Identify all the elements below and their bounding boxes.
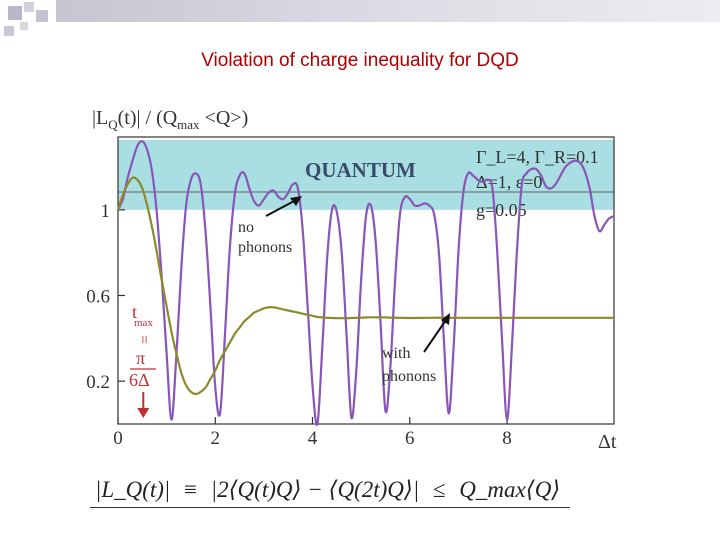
formula-lhs: |L_Q(t)| — [95, 477, 170, 502]
series-no-phonons-line — [116, 140, 615, 427]
annotation-with-phonons-line1: with — [382, 345, 410, 362]
x-tick-label: 6 — [405, 428, 415, 449]
x-tick-label: 0 — [113, 428, 123, 449]
formula: |L_Q(t)| ≡ |2⟨Q(t)Q⟩ − ⟨Q(2t)Q⟩| ≤ Q_max… — [95, 477, 560, 502]
formula-rhs: |2⟨Q(t)Q⟩ − ⟨Q(2t)Q⟩| — [211, 477, 419, 502]
param-coupling: g=0.05 — [476, 200, 527, 220]
y-tick-label: 0.2 — [86, 372, 110, 393]
tmax-label: t — [132, 302, 137, 322]
tmax-numerator: π — [136, 348, 145, 368]
series-with-phonons-line — [116, 176, 614, 396]
x-tick-label: 4 — [308, 428, 318, 449]
y-axis-label: |LQ(t)| / (Qmax <Q>) — [92, 107, 248, 132]
param-detuning: Δ=1, ε=0 — [476, 172, 542, 192]
formula-leq: ≤ — [433, 477, 446, 502]
quantum-region — [118, 140, 614, 210]
annotation-with-phonons-line2: phonons — [382, 368, 436, 385]
annotation-with-phonons-arrowhead — [441, 313, 450, 325]
y-tick-label: 1 — [101, 201, 111, 222]
x-tick-label: 2 — [211, 428, 221, 449]
param-rates: Γ_L=4, Γ_R=0.1 — [476, 147, 599, 167]
slide-title: Violation of charge inequality for DQD — [201, 50, 519, 71]
annotation-no-phonons-arrow — [265, 199, 297, 217]
formula-underline — [90, 507, 570, 508]
annotation-with-phonons-arrow — [423, 319, 447, 353]
tmax-denominator: 6Δ — [129, 370, 150, 390]
tmax-arrowhead — [137, 408, 150, 418]
quantum-label: QUANTUM — [305, 158, 416, 182]
annotation-no-phonons-line1: no — [238, 219, 254, 236]
formula-bound: Q_max⟨Q⟩ — [459, 477, 560, 502]
plot-frame — [117, 136, 615, 425]
annotation-no-phonons-line2: phonons — [238, 239, 292, 256]
annotation-no-phonons-arrowhead — [290, 196, 302, 206]
formula-equiv: ≡ — [184, 477, 197, 502]
x-tick-label: 8 — [502, 428, 512, 449]
tmax-equals: = — [135, 335, 152, 344]
tmax-subscript: max — [134, 317, 153, 329]
x-axis-label: Δt — [598, 431, 617, 453]
y-tick-label: 0.6 — [86, 286, 110, 307]
